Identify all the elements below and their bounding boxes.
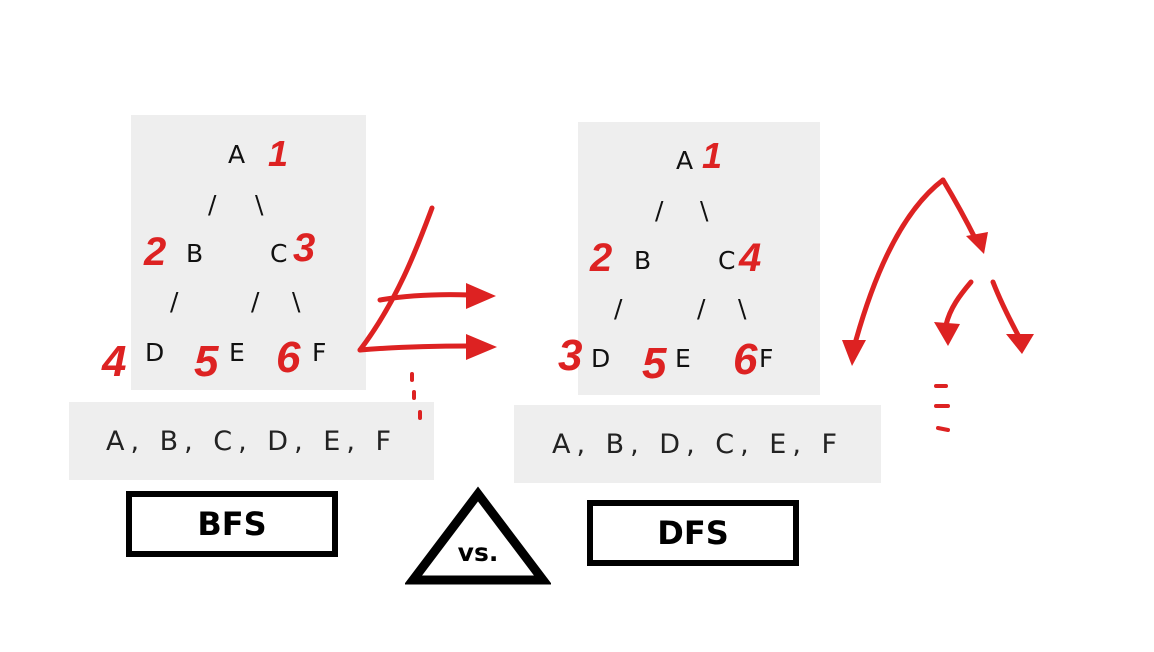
bfs-edge-a-b: /	[208, 190, 217, 219]
bfs-node-f: F	[312, 338, 327, 367]
dfs-traversal-sequence: A, B, D, C, E, F	[514, 405, 881, 483]
dfs-node-c: C	[718, 246, 736, 275]
bfs-arrow-lower-head	[466, 334, 497, 360]
dfs-node-f: F	[759, 344, 774, 373]
bfs-arrow-upper-head	[466, 283, 496, 309]
dfs-node-b: B	[634, 246, 652, 275]
dfs-tree-panel	[578, 122, 820, 395]
dfs-arrow-right-head	[966, 232, 988, 254]
dfs-edge-a-b: /	[655, 196, 664, 225]
bfs-label: BFS	[126, 491, 338, 557]
bfs-node-b: B	[186, 239, 204, 268]
bfs-dots	[410, 372, 422, 420]
bfs-arrow-upper-shaft	[377, 292, 473, 303]
dfs-order-e: 5	[642, 339, 667, 388]
bfs-node-c: C	[270, 239, 288, 268]
dfs-arrow-left-head	[842, 340, 866, 366]
dfs-arrow-sub-right-head	[1006, 334, 1034, 354]
dfs-node-d: D	[591, 344, 611, 373]
dfs-order-b: 2	[590, 236, 613, 280]
bfs-arrow-lower-shaft	[357, 343, 473, 353]
bfs-edge-c-e: /	[251, 287, 260, 316]
versus-triangle: vs.	[403, 486, 553, 588]
dfs-arrow-sub-left-head	[934, 322, 960, 346]
bfs-order-e: 5	[194, 337, 219, 386]
dfs-edge-c-f: \	[738, 294, 747, 323]
dfs-sub-left	[943, 279, 974, 328]
dfs-order-a: 1	[702, 135, 723, 176]
bfs-order-d: 4	[102, 337, 127, 386]
bfs-tree-panel	[131, 115, 366, 390]
dfs-dots	[934, 384, 950, 432]
bfs-edge-b-d: /	[170, 287, 179, 316]
dfs-edge-b-d: /	[614, 294, 623, 323]
dfs-sub-right	[990, 279, 1021, 338]
dfs-node-a: A	[676, 146, 694, 175]
dfs-node-e: E	[675, 344, 691, 373]
dfs-label: DFS	[587, 500, 799, 566]
bfs-order-c: 3	[293, 226, 316, 270]
dfs-order-f: 6	[733, 335, 758, 384]
bfs-edge-a-c: \	[255, 190, 264, 219]
bfs-order-b: 2	[144, 230, 167, 274]
dfs-edge-a-c: \	[700, 196, 709, 225]
triangle-icon	[403, 486, 553, 585]
dfs-branch-right	[940, 177, 979, 243]
bfs-edge-c-f: \	[292, 287, 301, 316]
versus-label: vs.	[457, 538, 499, 567]
dfs-order-d: 3	[558, 331, 583, 380]
bfs-node-a: A	[228, 140, 246, 169]
dfs-edge-c-e: /	[697, 294, 706, 323]
bfs-node-e: E	[229, 338, 245, 367]
dfs-order-c: 4	[739, 236, 762, 280]
bfs-sweep-stroke	[357, 205, 435, 353]
bfs-node-d: D	[145, 338, 165, 367]
bfs-order-a: 1	[268, 133, 289, 174]
bfs-traversal-sequence: A, B, C, D, E, F	[69, 402, 434, 480]
bfs-order-f: 6	[276, 333, 301, 382]
dfs-branch-left	[853, 177, 946, 343]
